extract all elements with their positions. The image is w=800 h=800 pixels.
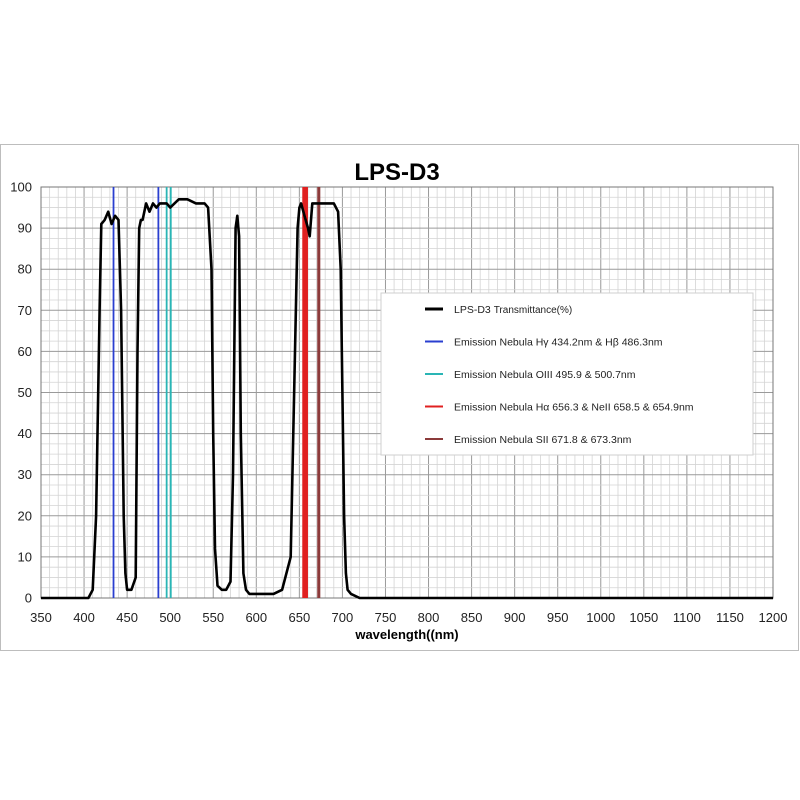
x-tick-label: 1050 [629, 610, 658, 625]
legend-label-suffix: Transmittance(%) [494, 305, 573, 316]
x-tick-label: 950 [547, 610, 569, 625]
y-tick-label: 20 [18, 508, 32, 523]
emission-lines [112, 187, 321, 598]
x-tick-label: 1100 [673, 610, 701, 625]
x-tick-label: 850 [461, 610, 483, 625]
y-tick-label: 100 [10, 180, 32, 195]
y-tick-label: 50 [18, 385, 32, 400]
y-tick-label: 80 [18, 262, 32, 277]
series-group [41, 198, 773, 600]
y-tick-label: 90 [18, 221, 32, 236]
y-tick-label: 70 [18, 303, 32, 318]
x-tick-label: 600 [245, 610, 267, 625]
series-line [41, 198, 773, 600]
y-tick-label: 0 [25, 591, 32, 606]
y-tick-label: 40 [18, 426, 32, 441]
x-tick-label: 1000 [586, 610, 615, 625]
tick-labels: 350 400 450 500 550 600 650 700 750 800 850 900 950 1… [10, 180, 787, 626]
x-tick-label: 650 [289, 610, 311, 625]
legend-label: Emission Nebula SII 671.8 & 673.3nm [454, 434, 632, 446]
x-axis-label: wavelength((nm) [354, 627, 458, 642]
legend-label: LPS-D3 Transmittance(%) [454, 304, 572, 316]
x-tick-label: 350 [30, 610, 52, 625]
y-tick-label: 60 [18, 344, 32, 359]
x-tick-label: 900 [504, 610, 526, 625]
x-tick-label: 700 [332, 610, 354, 625]
x-tick-label: 800 [418, 610, 440, 625]
legend-label: Emission Nebula Hγ 434.2nm & Hβ 486.3nm [454, 337, 663, 349]
x-tick-label: 550 [202, 610, 224, 625]
legend-label: Emission Nebula Hα 656.3 & NeII 658.5 & … [454, 402, 694, 414]
y-tick-label: 30 [18, 467, 32, 482]
x-tick-label: 450 [116, 610, 138, 625]
x-tick-label: 400 [73, 610, 95, 625]
x-tick-label: 1200 [759, 610, 788, 625]
legend: LPS-D3 Transmittance(%) Emission Nebula H… [380, 292, 754, 456]
chart-title: LPS-D3 [354, 159, 439, 186]
y-tick-label: 10 [18, 549, 32, 564]
x-tick-label: 1150 [716, 610, 744, 625]
x-tick-label: 500 [159, 610, 181, 625]
x-tick-label: 750 [375, 610, 397, 625]
legend-label: Emission Nebula OIII 495.9 & 500.7nm [454, 369, 636, 381]
